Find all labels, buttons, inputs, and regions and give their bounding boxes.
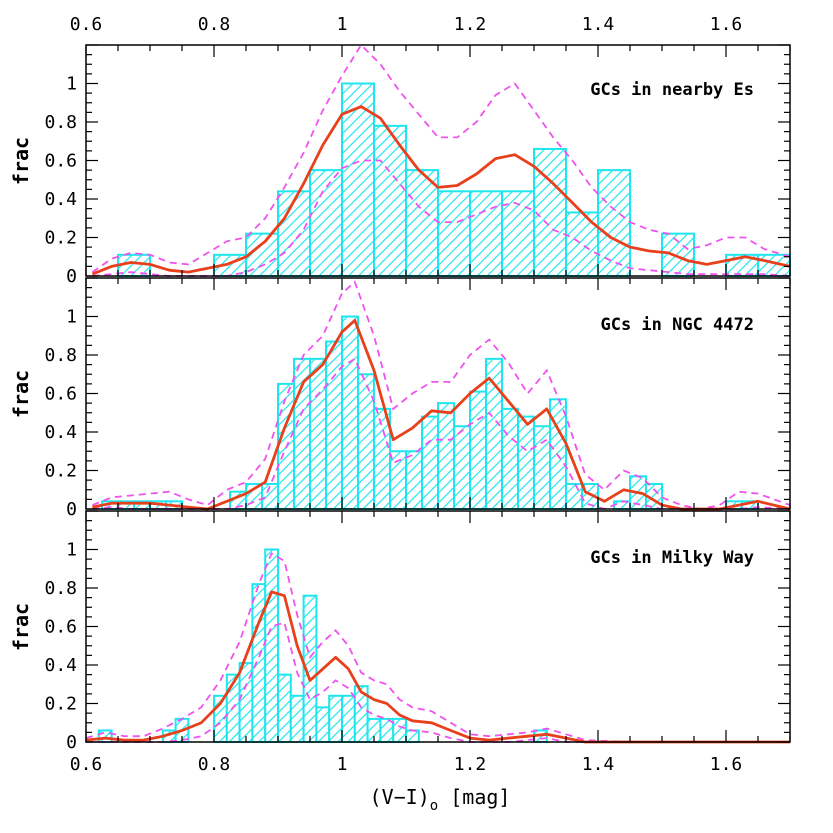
axis-layer: 0 0.2 0.4 0.6 0.8 1	[44, 510, 791, 753]
histogram-bar	[405, 169, 439, 277]
x-axis-label-subscript: o	[430, 798, 438, 814]
panel-milky-way: 0 0.2 0.4 0.6 0.8 1 GCs in Milky Way frac	[9, 510, 791, 753]
x-axis-top-tick-labels: 0.6 0.8 1 1.2 1.4 1.6	[70, 14, 743, 35]
histogram-bar	[309, 357, 327, 510]
y-axis-label: frac	[9, 603, 33, 651]
histogram-bar	[565, 482, 583, 511]
y-tick-label: 0.4	[44, 422, 77, 443]
y-tick-label: 0.6	[44, 384, 77, 405]
upper-bound-curve	[92, 280, 791, 510]
lower-bound-curve	[86, 621, 790, 743]
x-tick-label-bottom: 1.2	[454, 754, 487, 775]
y-tick-label: 1	[66, 540, 77, 561]
histogram-bar	[485, 357, 503, 510]
histogram-bar	[293, 357, 311, 510]
histogram-bar	[289, 694, 305, 743]
y-tick-label: 0.4	[44, 655, 77, 676]
y-tick-label: 0.8	[44, 112, 77, 133]
x-tick-label-top: 1.2	[454, 14, 487, 35]
y-tick-label: 0.6	[44, 151, 77, 172]
histogram-bar	[373, 124, 407, 277]
x-tick-label-top: 1	[337, 14, 348, 35]
x-tick-label-bottom: 1	[337, 754, 348, 775]
histogram-bar	[277, 190, 311, 277]
histogram-bar	[251, 583, 267, 744]
upper-bound-curve	[85, 552, 790, 743]
x-axis-label-main: (V−I)	[370, 785, 430, 809]
histogram-bar	[328, 694, 344, 743]
histogram-bar	[469, 190, 503, 277]
histogram-bar	[405, 729, 420, 744]
histogram-bar	[437, 402, 455, 510]
panel-nearby-es: 0 0.2 0.4 0.6 0.8 1 GCs in nearby Es frac	[9, 43, 791, 287]
y-tick-label: 1	[66, 307, 77, 328]
histogram-bar	[661, 232, 695, 277]
histogram-bar	[453, 425, 471, 511]
upper-bound-curve	[91, 43, 791, 273]
y-axis-label: frac	[9, 370, 33, 418]
smoothed-curve	[85, 590, 790, 744]
x-tick-label-top: 0.6	[70, 14, 103, 35]
histogram-bar	[325, 340, 343, 510]
histogram-bar	[392, 717, 408, 744]
histogram-bar	[264, 548, 280, 743]
histogram-bar	[517, 415, 535, 511]
x-tick-label-bottom: 0.8	[198, 754, 231, 775]
x-tick-label-top: 0.8	[198, 14, 231, 35]
y-tick-label: 0	[66, 499, 77, 520]
histogram-bar	[341, 315, 359, 510]
axis-layer: 0 0.2 0.4 0.6 0.8 1	[44, 277, 791, 520]
y-tick-label: 0.8	[44, 578, 77, 599]
histogram-layer	[117, 82, 791, 278]
histogram-bar	[421, 415, 439, 511]
y-tick-label: 0.2	[44, 228, 77, 249]
histogram-bar	[405, 450, 423, 510]
panel-label: GCs in Milky Way	[590, 548, 754, 568]
histogram-bar	[341, 694, 356, 743]
x-tick-label-bottom: 0.6	[70, 754, 103, 775]
y-tick-label: 0.8	[44, 345, 77, 366]
axis-layer: 0 0.2 0.4 0.6 0.8 1	[44, 44, 791, 287]
histogram-bar	[501, 407, 519, 510]
x-axis-label-unit: [mag]	[438, 785, 510, 809]
panel-label: GCs in NGC 4472	[600, 315, 754, 335]
histogram-bar	[357, 373, 375, 510]
y-tick-label: 0.4	[44, 189, 77, 210]
y-tick-label: 0	[66, 732, 77, 753]
x-tick-label-bottom: 1.6	[710, 754, 743, 775]
x-tick-label-top: 1.4	[582, 14, 615, 35]
lower-bound-curve	[92, 159, 791, 277]
histogram-bar	[533, 147, 567, 277]
histogram-bar	[97, 729, 113, 744]
histogram-bar	[277, 673, 292, 743]
y-tick-label: 0.6	[44, 617, 77, 638]
histogram-bar	[533, 425, 551, 511]
y-tick-label: 1	[66, 74, 77, 95]
curve-layer	[85, 552, 790, 744]
histogram-bar	[437, 190, 471, 277]
histogram-layer	[97, 548, 548, 744]
y-axis-label: frac	[9, 137, 33, 185]
histogram-bar	[309, 169, 343, 277]
y-tick-label: 0	[66, 266, 77, 287]
histogram-bar	[315, 706, 331, 743]
y-tick-label: 0.2	[44, 694, 77, 715]
histogram-bar	[597, 169, 631, 277]
smoothed-curve	[91, 105, 791, 276]
histogram-bar	[469, 390, 487, 511]
y-tick-label: 0.2	[44, 461, 77, 482]
panel-ngc-4472: 0 0.2 0.4 0.6 0.8 1 GCs in NGC 4472 frac	[9, 277, 791, 520]
panel-label: GCs in nearby Es	[590, 80, 754, 100]
x-tick-label-bottom: 1.4	[582, 754, 615, 775]
x-tick-label-top: 1.6	[710, 14, 743, 35]
x-axis-label: (V−I)o [mag]	[370, 785, 511, 814]
curve-layer	[91, 43, 791, 277]
x-axis-bottom-tick-labels: 0.6 0.8 1 1.2 1.4 1.6	[70, 754, 743, 775]
panel-frame	[85, 510, 791, 743]
